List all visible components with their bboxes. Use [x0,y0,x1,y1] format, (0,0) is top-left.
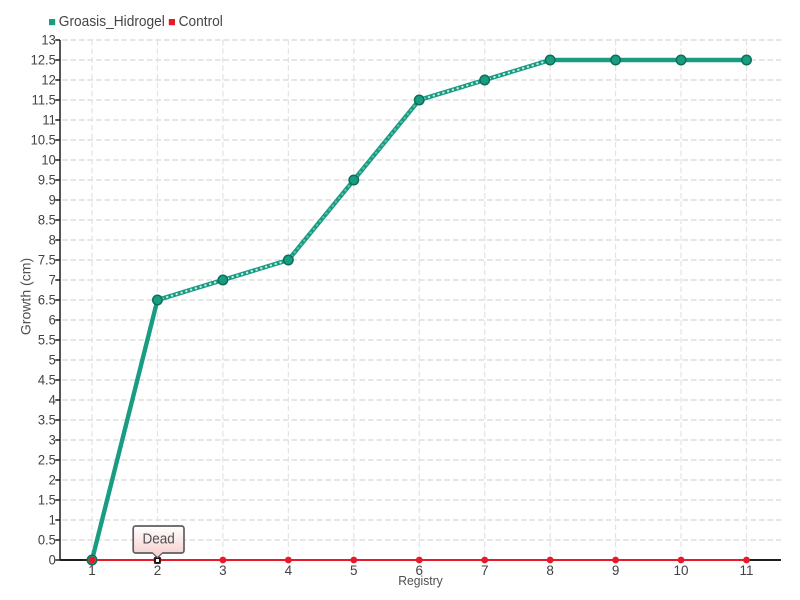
svg-text:2: 2 [49,472,56,487]
svg-text:1: 1 [88,562,96,578]
svg-text:7: 7 [49,272,56,287]
svg-text:11: 11 [740,562,754,578]
svg-text:4: 4 [49,392,56,407]
svg-text:2: 2 [154,562,162,578]
svg-text:3.5: 3.5 [38,412,56,427]
svg-text:9.5: 9.5 [38,172,56,187]
svg-text:Control: Control [179,14,223,31]
svg-text:3: 3 [49,432,56,447]
svg-text:12: 12 [41,72,55,87]
svg-text:6: 6 [49,312,56,327]
svg-text:5: 5 [350,562,358,578]
svg-text:3: 3 [219,562,227,578]
svg-text:8: 8 [49,232,56,247]
svg-text:1.5: 1.5 [38,492,56,507]
svg-text:13: 13 [41,32,55,47]
svg-text:Groasis_Hidrogel: Groasis_Hidrogel [59,14,165,31]
svg-text:4.5: 4.5 [38,372,56,387]
svg-text:9: 9 [612,562,620,578]
svg-text:4: 4 [285,562,293,578]
svg-text:Registry: Registry [398,574,443,589]
svg-text:10.5: 10.5 [31,132,56,147]
svg-text:0.5: 0.5 [38,532,56,547]
svg-text:9: 9 [49,192,56,207]
svg-text:8: 8 [546,562,554,578]
svg-text:Dead: Dead [142,530,174,547]
svg-text:7: 7 [481,562,489,578]
svg-text:5.5: 5.5 [38,332,56,347]
svg-text:12.5: 12.5 [31,52,56,67]
svg-text:11.5: 11.5 [32,92,56,107]
svg-text:2.5: 2.5 [38,452,56,467]
svg-text:0: 0 [49,552,56,567]
svg-text:Growth (cm): Growth (cm) [18,258,34,335]
svg-text:10: 10 [674,562,689,578]
svg-text:7.5: 7.5 [38,252,56,267]
svg-text:11: 11 [42,112,55,127]
svg-text:8.5: 8.5 [38,212,56,227]
svg-text:6.5: 6.5 [38,292,56,307]
svg-text:5: 5 [49,352,56,367]
svg-text:6: 6 [415,562,423,578]
svg-text:1: 1 [49,512,56,527]
svg-text:10: 10 [41,152,55,167]
